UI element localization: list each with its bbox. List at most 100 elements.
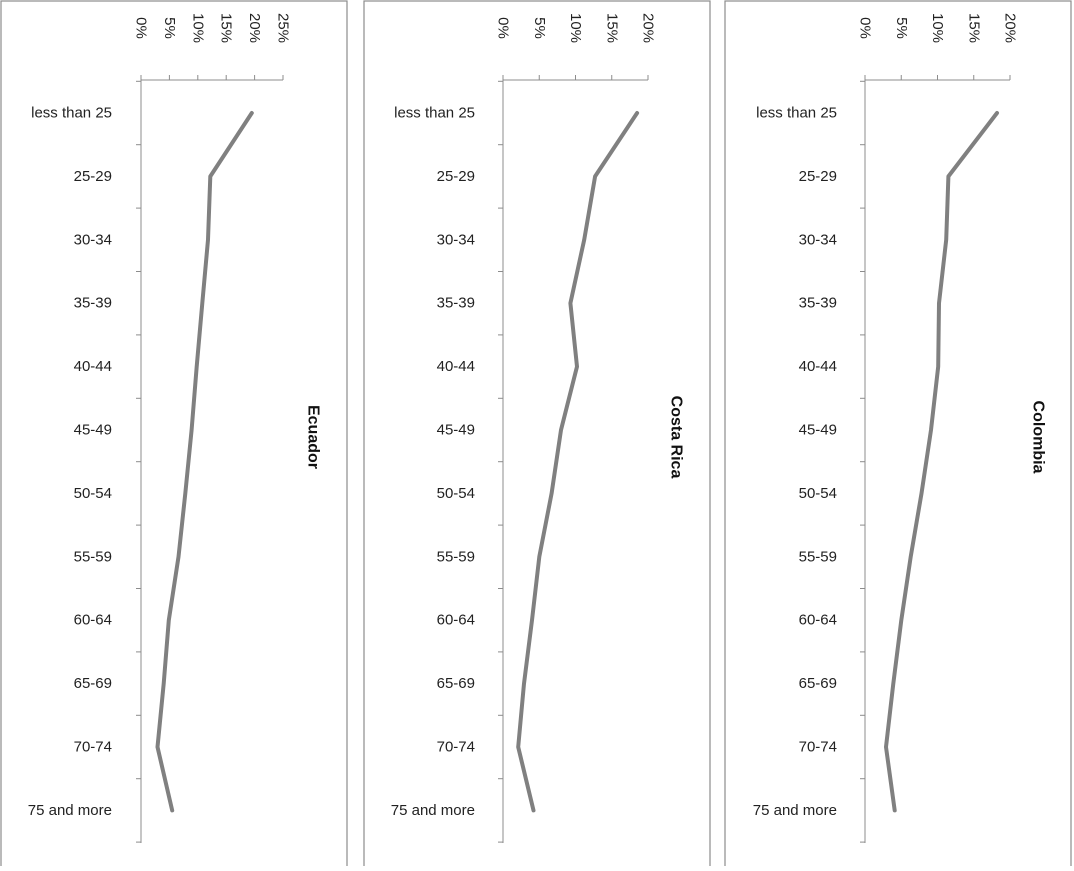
- category-label: 40-44: [74, 358, 112, 375]
- data-point: [200, 301, 204, 305]
- series-line: [155, 111, 254, 813]
- data-point: [522, 682, 526, 686]
- data-point: [530, 618, 534, 622]
- category-label: 35-39: [799, 295, 837, 312]
- category-label: less than 25: [394, 105, 475, 122]
- data-point: [208, 174, 212, 178]
- data-point: [170, 808, 174, 812]
- chart-panel-0: 0% 5% 10% 15% 20% 25% less than 25 25-29 30-34 35…: [0, 0, 348, 871]
- category-label: less than 25: [31, 105, 112, 122]
- series-line: [884, 111, 999, 813]
- data-point: [176, 555, 180, 559]
- category-label: 70-74: [74, 739, 112, 756]
- category-label: less than 25: [756, 105, 837, 122]
- data-point: [155, 745, 159, 749]
- category-label: 40-44: [437, 358, 475, 375]
- value-tick-label: 5%: [893, 17, 910, 39]
- value-tick-label: 5%: [161, 17, 178, 39]
- data-point: [582, 238, 586, 242]
- data-point: [167, 618, 171, 622]
- data-point: [206, 238, 210, 242]
- value-tick-label: 5%: [531, 17, 548, 39]
- data-point: [946, 174, 950, 178]
- value-tick-label: 10%: [929, 13, 946, 43]
- data-point: [893, 808, 897, 812]
- category-label: 75 and more: [753, 802, 837, 819]
- category-label: 45-49: [74, 422, 112, 439]
- data-point: [195, 365, 199, 369]
- category-label: 55-59: [799, 548, 837, 565]
- category-label: 55-59: [437, 548, 475, 565]
- data-point: [183, 491, 187, 495]
- data-point: [909, 555, 913, 559]
- data-point: [937, 301, 941, 305]
- value-tick-label: 0%: [495, 17, 512, 39]
- category-label: 70-74: [799, 739, 837, 756]
- value-tick-label: 15%: [218, 13, 235, 43]
- data-point: [190, 428, 194, 432]
- category-label: 35-39: [74, 295, 112, 312]
- data-point: [891, 682, 895, 686]
- panel-title: Costa Rica: [668, 396, 685, 479]
- data-point: [559, 428, 563, 432]
- data-point: [531, 808, 535, 812]
- category-label: 25-29: [437, 168, 475, 185]
- data-point: [944, 238, 948, 242]
- data-point: [162, 682, 166, 686]
- category-label: 55-59: [74, 548, 112, 565]
- series-line: [516, 111, 640, 813]
- category-label: 35-39: [437, 295, 475, 312]
- category-label: 65-69: [437, 675, 475, 692]
- data-point: [537, 555, 541, 559]
- value-tick-label: 20%: [1002, 13, 1019, 43]
- panel-frame: [724, 0, 1072, 871]
- value-tick-label: 10%: [189, 13, 206, 43]
- category-label: 40-44: [799, 358, 837, 375]
- data-point: [884, 745, 888, 749]
- data-point: [593, 174, 597, 178]
- value-tick-label: 20%: [640, 13, 657, 43]
- value-tick-label: 0%: [857, 17, 874, 39]
- category-label: 60-64: [74, 612, 112, 629]
- data-point: [516, 745, 520, 749]
- data-point: [568, 301, 572, 305]
- data-point: [899, 618, 903, 622]
- data-point: [575, 365, 579, 369]
- data-point: [635, 111, 639, 115]
- category-label: 50-54: [437, 485, 475, 502]
- data-point: [995, 111, 999, 115]
- chart-panel-1: 0% 5% 10% 15% 20% less than 25 25-29 30-34 35-39…: [363, 0, 711, 871]
- category-label: 30-34: [74, 231, 112, 248]
- category-label: 45-49: [437, 422, 475, 439]
- category-label: 50-54: [799, 485, 837, 502]
- category-label: 65-69: [799, 675, 837, 692]
- chart-panel-2: 0% 5% 10% 15% 20% less than 25 25-29 30-34 35-39…: [724, 0, 1072, 871]
- category-label: 30-34: [437, 231, 475, 248]
- category-label: 75 and more: [28, 802, 112, 819]
- category-label: 25-29: [74, 168, 112, 185]
- value-tick-label: 25%: [275, 13, 292, 43]
- category-label: 45-49: [799, 422, 837, 439]
- category-label: 60-64: [437, 612, 475, 629]
- category-label: 75 and more: [391, 802, 475, 819]
- value-tick-label: 15%: [965, 13, 982, 43]
- panel-title: Colombia: [1030, 401, 1047, 474]
- data-point: [250, 111, 254, 115]
- panel-frame: [363, 0, 711, 871]
- data-point: [929, 428, 933, 432]
- data-point: [920, 491, 924, 495]
- value-tick-label: 15%: [603, 13, 620, 43]
- value-tick-label: 20%: [246, 13, 263, 43]
- category-label: 30-34: [799, 231, 837, 248]
- category-label: 25-29: [799, 168, 837, 185]
- category-label: 50-54: [74, 485, 112, 502]
- category-label: 65-69: [74, 675, 112, 692]
- value-tick-label: 0%: [133, 17, 150, 39]
- category-label: 70-74: [437, 739, 475, 756]
- panel-frame: [0, 0, 348, 871]
- value-tick-label: 10%: [567, 13, 584, 43]
- category-label: 60-64: [799, 612, 837, 629]
- data-point: [936, 365, 940, 369]
